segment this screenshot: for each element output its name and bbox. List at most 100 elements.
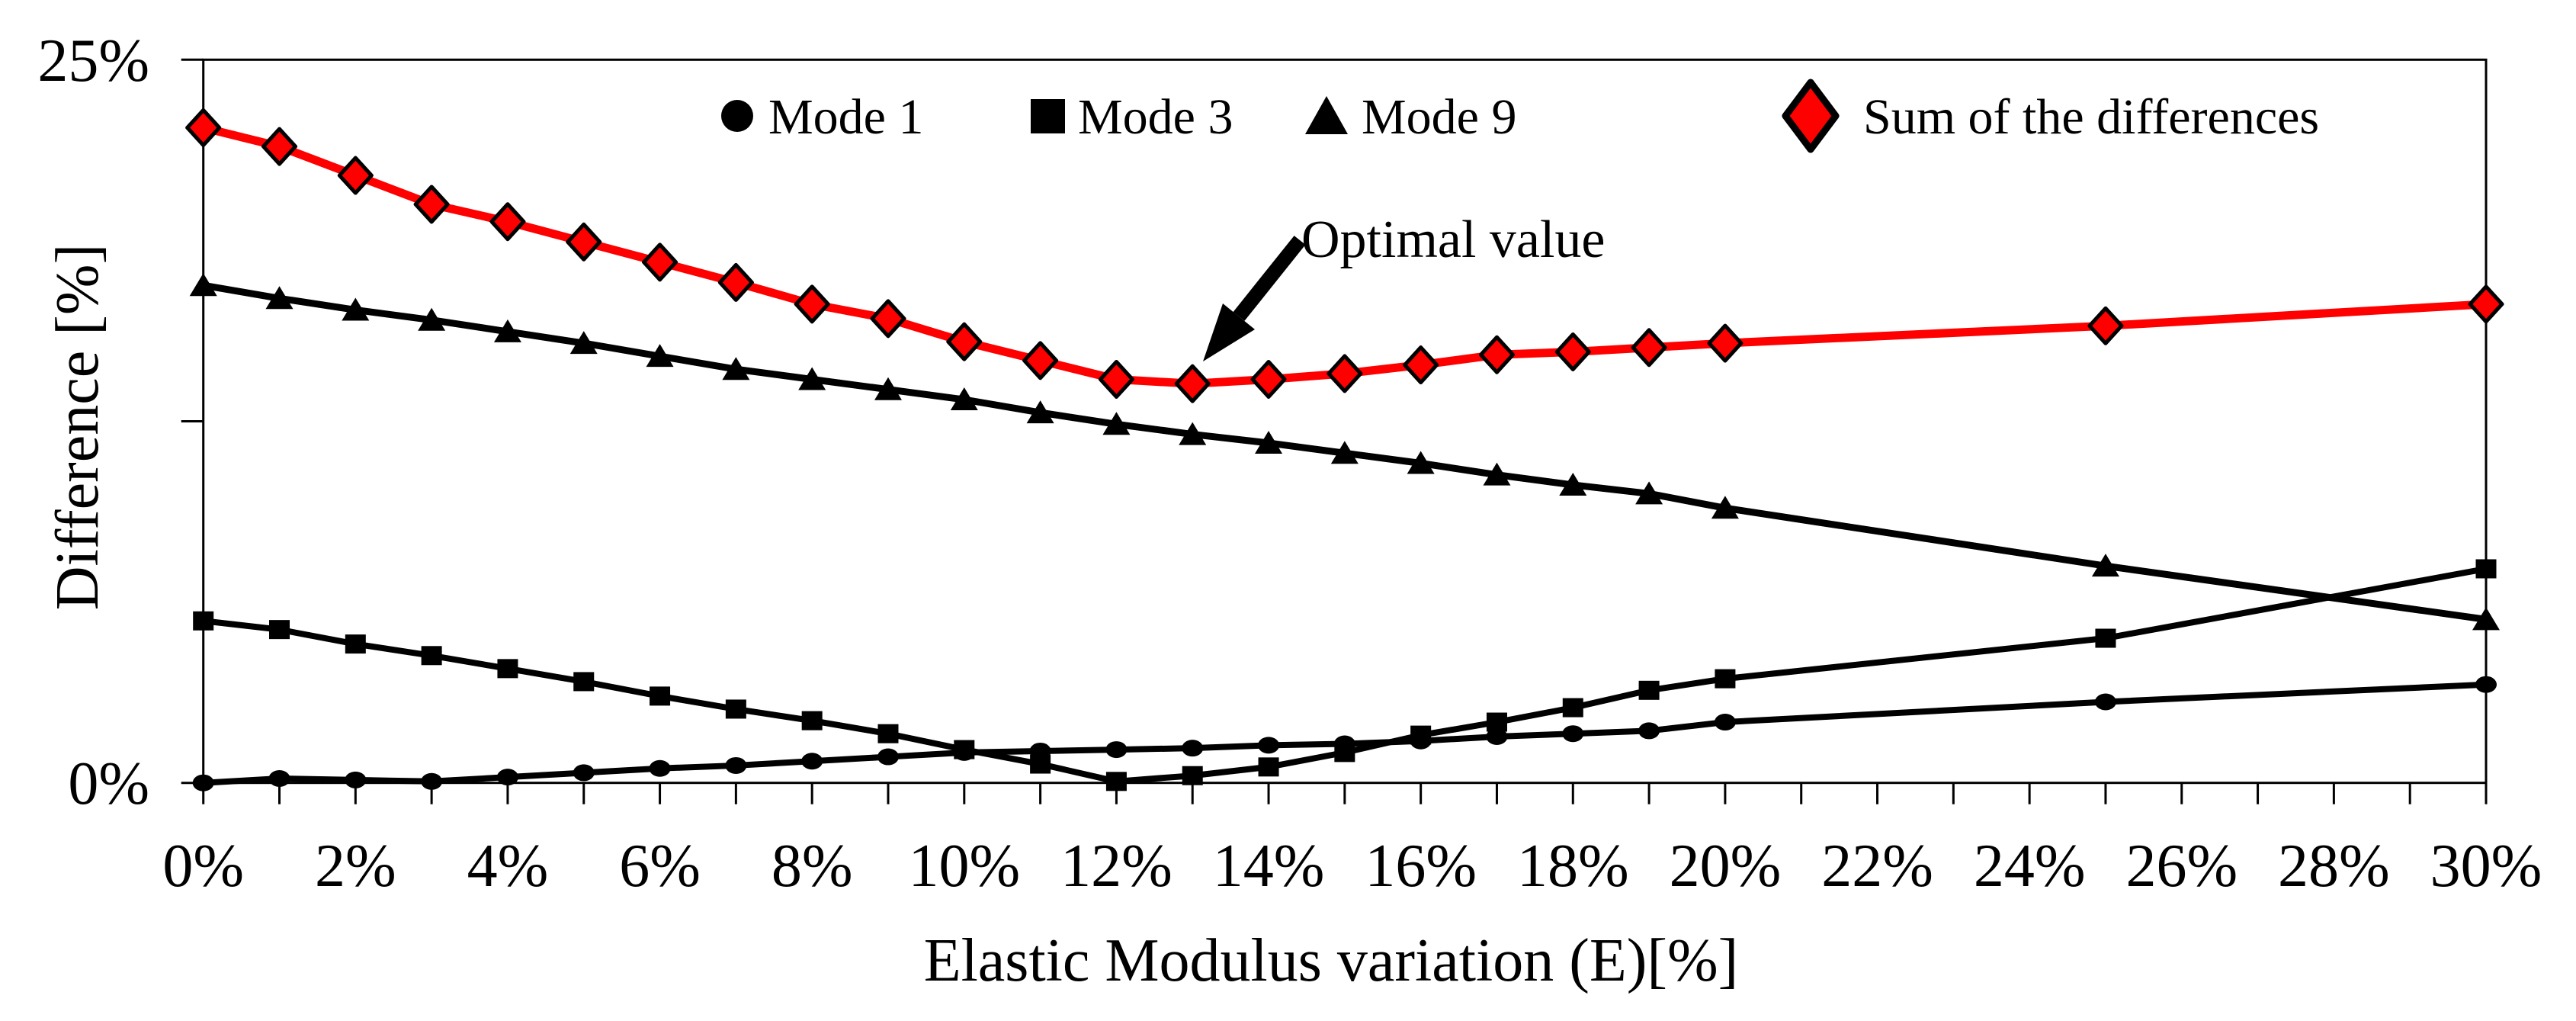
data-point-diamond: [415, 187, 448, 222]
data-point-square: [1259, 757, 1279, 776]
data-point-diamond: [264, 129, 296, 164]
legend-item-sum: Sum of the differences: [1785, 82, 2319, 149]
data-point-square: [2095, 629, 2116, 648]
legend-item-mode-1: Mode 1: [721, 89, 923, 145]
data-point-diamond: [720, 265, 752, 300]
data-point-diamond: [644, 245, 676, 280]
data-point-circle: [1715, 714, 1736, 730]
data-point-circle: [954, 744, 975, 761]
legend-item-mode-9: Mode 9: [1305, 89, 1516, 145]
data-point-square: [726, 699, 746, 718]
data-point-circle: [421, 773, 442, 790]
data-point-diamond: [1176, 366, 1208, 401]
data-point-square: [573, 672, 594, 691]
x-tick-label: 0%: [162, 833, 244, 900]
legend-label-mode-3: Mode 3: [1078, 89, 1233, 145]
x-tick-label: 30%: [2430, 833, 2542, 900]
data-point-square: [422, 646, 442, 665]
data-point-diamond: [1025, 343, 1057, 378]
data-point-diamond: [796, 287, 828, 322]
data-point-circle: [1334, 735, 1355, 752]
data-point-diamond: [1100, 361, 1132, 397]
data-point-circle: [345, 772, 366, 788]
diamond-marker-icon: [1785, 82, 1836, 149]
data-point-square: [650, 686, 670, 705]
data-point-circle: [1030, 743, 1051, 759]
data-point-diamond: [2090, 308, 2122, 343]
legend-item-mode-3: Mode 3: [1031, 89, 1233, 145]
data-point-diamond: [1480, 337, 1513, 372]
x-tick-label: 18%: [1517, 833, 1629, 900]
data-point-square: [1106, 772, 1127, 791]
data-point-diamond: [872, 301, 904, 336]
data-point-square: [802, 711, 823, 730]
data-point-circle: [193, 775, 214, 791]
legend-label-mode-1: Mode 1: [768, 89, 923, 145]
annotation-text: Optimal value: [1301, 210, 1606, 269]
x-tick-label: 28%: [2278, 833, 2390, 900]
x-tick-label: 4%: [467, 833, 549, 900]
data-point-circle: [1562, 725, 1583, 742]
data-point-square: [345, 634, 366, 653]
data-point-diamond: [1709, 326, 1741, 361]
data-point-square: [497, 659, 518, 678]
data-point-square: [1563, 698, 1583, 718]
data-point-circle: [1410, 733, 1432, 750]
data-point-circle: [269, 770, 290, 787]
x-tick-label: 22%: [1821, 833, 1933, 900]
legend-label-sum: Sum of the differences: [1863, 89, 2319, 145]
x-tick-label: 14%: [1213, 833, 1325, 900]
square-marker-icon: [1031, 99, 1065, 133]
legend: Mode 1 Mode 3 Mode 9 Sum of the differen…: [721, 82, 2319, 149]
x-tick-label: 8%: [772, 833, 853, 900]
triangle-marker-icon: [1305, 96, 1348, 134]
x-axis-title: Elastic Modulus variation (E)[%]: [924, 927, 1739, 994]
data-point-diamond: [1633, 330, 1665, 365]
data-point-diamond: [188, 110, 220, 145]
y-tick-label-0: 0%: [68, 750, 149, 817]
data-point-circle: [725, 757, 746, 774]
x-tick-label: 20%: [1670, 833, 1782, 900]
data-point-diamond: [339, 158, 371, 193]
data-point-square: [1639, 681, 1660, 700]
data-point-square: [877, 724, 898, 743]
y-axis-title: Difference [%]: [44, 244, 111, 610]
data-point-circle: [877, 749, 899, 766]
annotation: Optimal value: [1203, 210, 1606, 361]
data-point-circle: [2475, 676, 2497, 693]
x-tick-label: 6%: [619, 833, 701, 900]
data-point-square: [1182, 766, 1203, 785]
annotation-arrow-shaft: [1239, 240, 1300, 316]
x-tick-label: 12%: [1060, 833, 1173, 900]
data-point-square: [1715, 669, 1735, 689]
data-point-circle: [573, 764, 595, 781]
data-point-circle: [497, 769, 518, 785]
data-point-square: [193, 612, 213, 631]
x-tick-label: 24%: [1974, 833, 2086, 900]
data-point-square: [269, 620, 290, 639]
data-point-diamond: [1329, 356, 1361, 391]
data-point-circle: [1638, 722, 1660, 739]
difference-chart: 0%2%4%6%8%10%12%14%16%18%20%22%24%26%28%…: [0, 0, 2576, 1021]
y-tick-label-25: 25%: [37, 27, 149, 95]
series-line-circle: [204, 685, 2486, 783]
data-point-diamond: [492, 204, 524, 239]
data-point-square: [2476, 559, 2497, 578]
data-point-circle: [801, 753, 823, 769]
data-point-diamond: [1253, 361, 1285, 397]
x-tick-label: 2%: [315, 833, 396, 900]
data-point-circle: [1258, 737, 1279, 753]
data-point-circle: [1486, 728, 1507, 745]
legend-label-mode-9: Mode 9: [1362, 89, 1516, 145]
plot-area: 0%2%4%6%8%10%12%14%16%18%20%22%24%26%28%…: [162, 59, 2542, 900]
circle-marker-icon: [721, 100, 753, 132]
data-point-diamond: [568, 224, 600, 259]
data-point-circle: [650, 760, 671, 777]
data-point-diamond: [948, 324, 980, 359]
data-point-circle: [1105, 741, 1127, 758]
data-point-circle: [2095, 693, 2116, 710]
figure: 0%2%4%6%8%10%12%14%16%18%20%22%24%26%28%…: [0, 0, 2576, 1021]
x-tick-label: 10%: [908, 833, 1020, 900]
x-tick-label: 16%: [1365, 833, 1477, 900]
data-point-diamond: [1557, 334, 1589, 369]
